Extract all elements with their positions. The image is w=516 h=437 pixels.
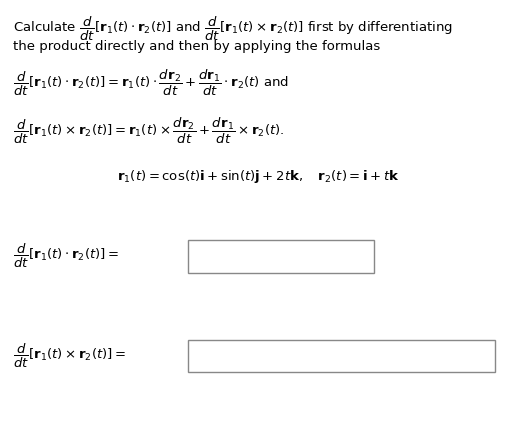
- Text: $\dfrac{d}{dt}[\mathbf{r}_1(t) \times \mathbf{r}_2(t)] =$: $\dfrac{d}{dt}[\mathbf{r}_1(t) \times \m…: [13, 342, 126, 370]
- Text: the product directly and then by applying the formulas: the product directly and then by applyin…: [13, 40, 380, 53]
- Text: $\dfrac{d}{dt}[\mathbf{r}_1(t) \cdot \mathbf{r}_2(t)] =$: $\dfrac{d}{dt}[\mathbf{r}_1(t) \cdot \ma…: [13, 242, 119, 270]
- Text: $\mathbf{r}_1(t) = \cos(t)\mathbf{i} + \sin(t)\mathbf{j} + 2t\mathbf{k}, \quad \: $\mathbf{r}_1(t) = \cos(t)\mathbf{i} + \…: [117, 168, 399, 185]
- Text: Calculate $\dfrac{d}{dt}[\mathbf{r}_1(t) \cdot \mathbf{r}_2(t)]$ and $\dfrac{d}{: Calculate $\dfrac{d}{dt}[\mathbf{r}_1(t)…: [13, 15, 453, 43]
- FancyBboxPatch shape: [188, 340, 495, 372]
- Text: $\dfrac{d}{dt}[\mathbf{r}_1(t) \cdot \mathbf{r}_2(t)] = \mathbf{r}_1(t) \cdot \d: $\dfrac{d}{dt}[\mathbf{r}_1(t) \cdot \ma…: [13, 68, 289, 98]
- Text: $\dfrac{d}{dt}[\mathbf{r}_1(t) \times \mathbf{r}_2(t)] = \mathbf{r}_1(t) \times : $\dfrac{d}{dt}[\mathbf{r}_1(t) \times \m…: [13, 116, 284, 146]
- FancyBboxPatch shape: [188, 240, 374, 273]
